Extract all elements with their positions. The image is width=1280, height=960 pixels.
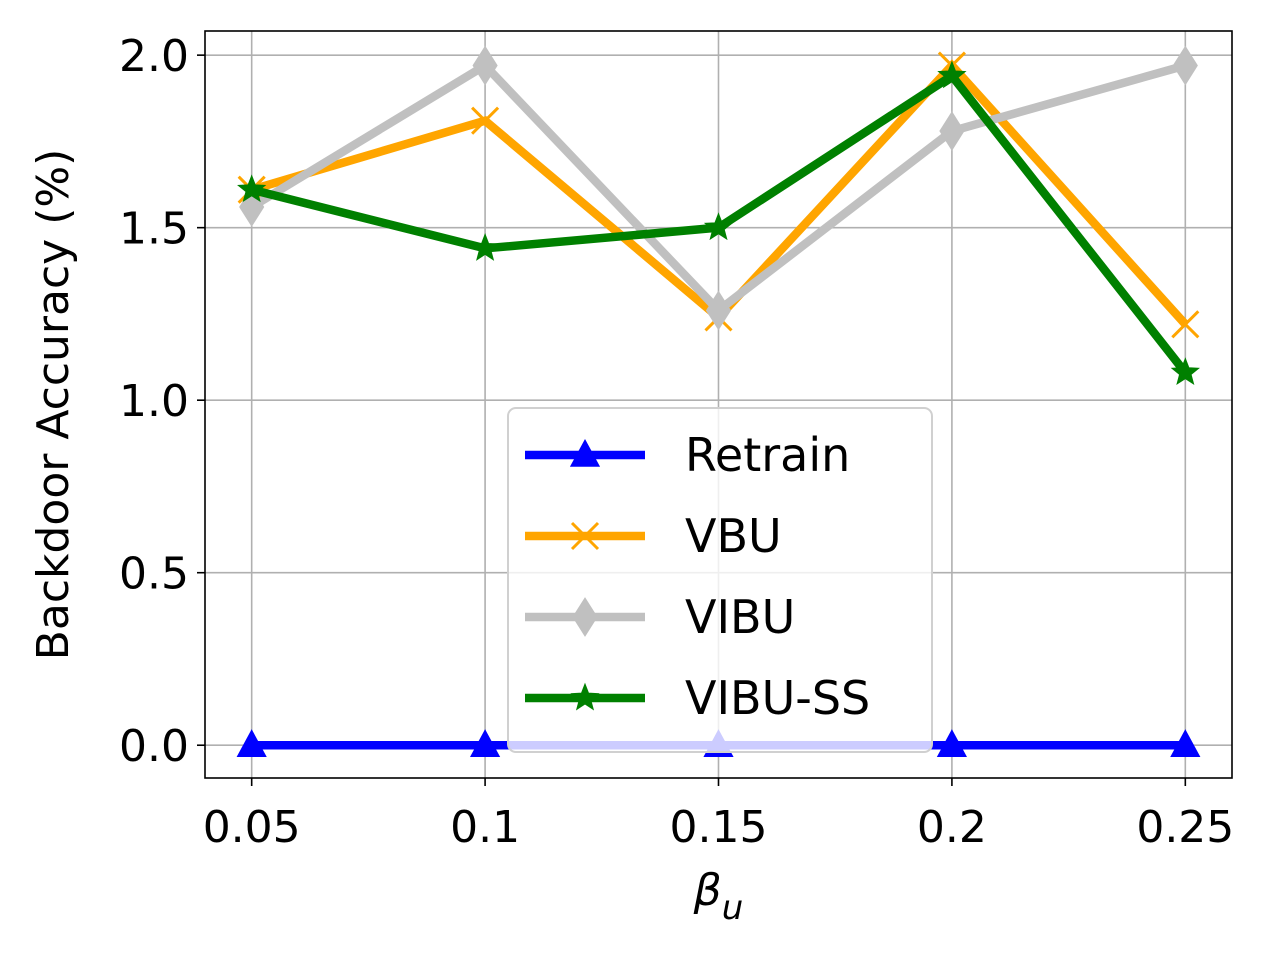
data-point-marker bbox=[470, 729, 501, 757]
data-point-marker bbox=[470, 232, 500, 261]
y-axis-label: Backdoor Accuracy (%) bbox=[28, 149, 79, 661]
legend-label: VIBU-SS bbox=[685, 671, 870, 725]
series-vibu-ss bbox=[237, 60, 1200, 386]
legend-item: VIBU-SS bbox=[525, 671, 870, 725]
data-point-marker bbox=[570, 682, 600, 711]
y-tick-label: 0.0 bbox=[119, 721, 189, 772]
y-tick-label: 1.5 bbox=[119, 204, 189, 255]
data-point-marker bbox=[569, 438, 601, 467]
data-point-marker bbox=[703, 212, 734, 241]
legend: Retrain VBU VIBU VIBU-SS bbox=[507, 407, 933, 753]
data-point-marker bbox=[1170, 357, 1200, 386]
y-tick-label: 0.5 bbox=[119, 549, 189, 600]
x-tick-label: 0.25 bbox=[1136, 802, 1234, 853]
x-tick-label: 0.15 bbox=[670, 802, 768, 853]
data-point-marker bbox=[936, 729, 967, 757]
x-tick-label: 0.1 bbox=[450, 802, 520, 853]
series-lines bbox=[236, 45, 1201, 757]
data-point-marker bbox=[471, 106, 500, 135]
legend-label: VBU bbox=[685, 509, 782, 563]
axis-ticks: 0.05 0.1 0.15 0.2 0.25 0.0 0.5 1.0 1.5 2.0 bbox=[119, 31, 1234, 853]
legend-item: Retrain bbox=[525, 428, 850, 482]
data-point-marker bbox=[1171, 310, 1200, 339]
y-tick-label: 2.0 bbox=[119, 31, 189, 82]
x-axis-label: βu bbox=[693, 865, 744, 928]
x-tick-label: 0.2 bbox=[917, 802, 987, 853]
legend-label: Retrain bbox=[685, 428, 850, 482]
data-point-marker bbox=[237, 174, 267, 203]
legend-label: VIBU bbox=[685, 590, 795, 644]
legend-item: VIBU bbox=[525, 590, 795, 644]
y-tick-label: 1.0 bbox=[119, 376, 189, 427]
x-tick-label: 0.05 bbox=[203, 802, 301, 853]
data-point-marker bbox=[236, 729, 267, 757]
legend-item: VBU bbox=[525, 509, 782, 563]
legend-frame bbox=[507, 407, 933, 753]
data-point-marker bbox=[939, 111, 965, 151]
data-point-marker bbox=[572, 597, 598, 637]
data-point-marker bbox=[1170, 729, 1201, 757]
data-point-marker bbox=[570, 521, 600, 551]
data-point-marker bbox=[705, 290, 732, 331]
data-point-marker bbox=[472, 45, 498, 86]
data-point-marker bbox=[937, 60, 967, 89]
data-point-marker bbox=[1172, 45, 1198, 86]
